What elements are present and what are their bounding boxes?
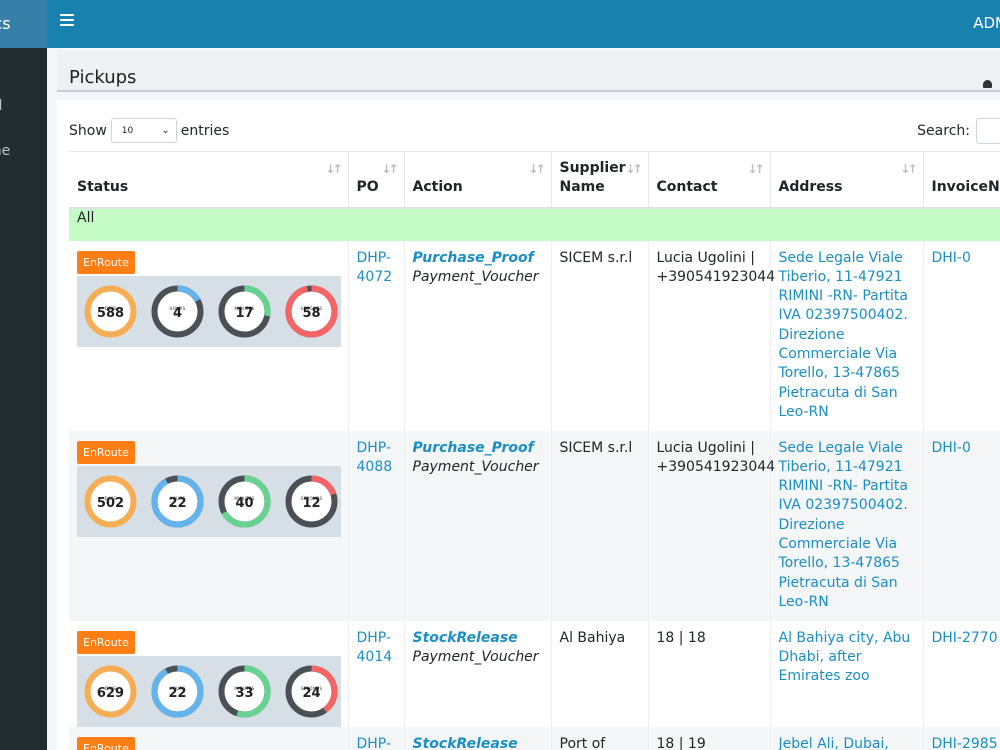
supplier-cell: SICEM s.r.l xyxy=(551,240,649,431)
minutes-dial: MINUTES 33 xyxy=(217,664,272,719)
supplier-cell: Port of xyxy=(551,726,649,750)
address-link[interactable]: Jebel Ali, Dubai, xyxy=(770,726,924,750)
action-link[interactable]: StockRelease xyxy=(412,735,518,750)
seconds-dial: SECONDS 12 xyxy=(284,474,339,529)
invoice-link[interactable]: DHI-2985 xyxy=(923,726,1000,750)
hours-dial: HOURS 4 xyxy=(150,284,205,339)
invoice-link[interactable]: DHI-0 xyxy=(923,430,1000,621)
sidebar: ics rd me xyxy=(0,0,47,750)
status-badge: EnRoute xyxy=(77,440,135,464)
contact-cell: 18 | 19 xyxy=(648,726,771,750)
show-label: Show xyxy=(69,122,107,139)
action-text: Payment_Voucher xyxy=(412,268,539,285)
address-link[interactable]: Al Bahiya city, Abu Dhabi, after Emirate… xyxy=(770,620,924,727)
column-header-action[interactable]: ↓↑ Action xyxy=(404,151,552,209)
status-badge: EnRoute xyxy=(77,630,135,654)
top-navbar: ADM xyxy=(47,0,1000,48)
page-title: Pickups xyxy=(69,67,137,88)
status-badge: EnRoute xyxy=(77,250,135,274)
hours-dial: HOURS 22 xyxy=(150,474,205,529)
sort-icon: ↓↑ xyxy=(528,162,545,176)
contact-cell: Lucia Ugolini | +390541923044 xyxy=(648,240,775,431)
content-area: Pickups Show 10 ⌄ entries Search: ↓↑ Stat… xyxy=(47,48,1000,750)
search-control: Search: xyxy=(917,118,1000,144)
status-cell: EnRoute DAYS 502 HOURS 22 MINUTES 40 SECOND… xyxy=(69,430,349,621)
table-row[interactable]: EnRoute DAYS 588 HOURS 4 MINUTES 17 SECONDS… xyxy=(69,240,1000,431)
group-row-label: All xyxy=(69,207,1000,241)
po-link[interactable]: DHP-4014 xyxy=(348,620,405,727)
action-link[interactable]: StockRelease xyxy=(412,629,518,646)
countdown-timer: DAYS 629 HOURS 22 MINUTES 33 SECONDS 24 xyxy=(77,655,341,727)
column-header-contact[interactable]: ↓↑ Contact xyxy=(648,151,771,209)
sidebar-item-home[interactable]: me xyxy=(0,143,11,159)
action-link[interactable]: Purchase_Proof xyxy=(412,249,534,266)
status-cell: EnRoute DAYS 629 HOURS 22 MINUTES 33 SECOND… xyxy=(69,620,349,727)
countdown-timer: DAYS 502 HOURS 22 MINUTES 40 SECONDS 12 xyxy=(77,465,341,537)
search-label: Search: xyxy=(917,123,970,139)
group-row-all[interactable]: All xyxy=(69,207,1000,241)
column-header-address[interactable]: ↓↑ Address xyxy=(770,151,924,209)
sort-icon: ↓↑ xyxy=(625,162,642,176)
contact-cell: 18 | 18 xyxy=(648,620,771,727)
days-dial: DAYS 588 xyxy=(83,284,138,339)
sort-icon: ↓↑ xyxy=(900,162,917,176)
supplier-cell: SICEM s.r.l xyxy=(551,430,649,621)
status-cell: EnRoute xyxy=(69,726,349,750)
seconds-dial: SECONDS 24 xyxy=(284,664,339,719)
action-link[interactable]: Purchase_Proof xyxy=(412,439,534,456)
dashboard-icon[interactable] xyxy=(983,80,992,88)
address-link[interactable]: Sede Legale Viale Tiberio, 11-47921 RIMI… xyxy=(770,430,924,621)
address-link[interactable]: Sede Legale Viale Tiberio, 11-47921 RIMI… xyxy=(770,240,924,431)
countdown-timer: DAYS 588 HOURS 4 MINUTES 17 SECONDS 58 xyxy=(77,275,341,347)
action-cell: Purchase_Proof Payment_Voucher xyxy=(404,430,552,621)
sort-icon: ↓↑ xyxy=(747,162,764,176)
seconds-dial: SECONDS 58 xyxy=(284,284,339,339)
length-control: Show 10 ⌄ entries xyxy=(69,118,229,143)
sidebar-item-dashboard[interactable]: rd xyxy=(0,98,2,114)
invoice-link[interactable]: DHI-2770 xyxy=(923,620,1000,727)
column-header-status[interactable]: ↓↑ Status xyxy=(69,151,349,209)
minutes-dial: MINUTES 17 xyxy=(217,284,272,339)
entries-select[interactable]: 10 ⌄ xyxy=(110,118,177,143)
action-text: Payment_Voucher xyxy=(412,458,539,475)
table-row[interactable]: EnRoute DHP- StockRelease Port of 18 | 1… xyxy=(69,726,1000,750)
page-header: Pickups xyxy=(57,50,1000,92)
po-link[interactable]: DHP-4072 xyxy=(348,240,405,431)
table-scroll[interactable]: ↓↑ Status ↓↑ PO ↓↑ Action ↓↑ Supplier Name ↓… xyxy=(69,151,1000,750)
status-badge: EnRoute xyxy=(77,736,135,750)
action-cell: Purchase_Proof Payment_Voucher xyxy=(404,240,552,431)
sort-icon: ↓↑ xyxy=(325,162,342,176)
sidebar-brand[interactable]: ics xyxy=(0,0,47,48)
po-link[interactable]: DHP- xyxy=(348,726,405,750)
status-cell: EnRoute DAYS 588 HOURS 4 MINUTES 17 SECONDS… xyxy=(69,240,349,431)
column-header-po[interactable]: ↓↑ PO xyxy=(348,151,405,209)
sort-icon: ↓↑ xyxy=(381,162,398,176)
search-input[interactable] xyxy=(976,118,1000,144)
table-row[interactable]: EnRoute DAYS 629 HOURS 22 MINUTES 33 SECOND… xyxy=(69,620,1000,727)
hours-dial: HOURS 22 xyxy=(150,664,205,719)
po-link[interactable]: DHP-4088 xyxy=(348,430,405,621)
chevron-down-icon: ⌄ xyxy=(161,125,170,136)
action-text: Payment_Voucher xyxy=(412,648,539,665)
days-dial: DAYS 629 xyxy=(83,664,138,719)
action-cell: StockRelease xyxy=(404,726,552,750)
user-menu[interactable]: ADM xyxy=(973,14,1000,32)
invoice-link[interactable]: DHI-0 xyxy=(923,240,1000,431)
contact-cell: Lucia Ugolini | +390541923044 xyxy=(648,430,775,621)
table-header-row: ↓↑ Status ↓↑ PO ↓↑ Action ↓↑ Supplier Name ↓… xyxy=(69,151,1000,209)
table-row[interactable]: EnRoute DAYS 502 HOURS 22 MINUTES 40 SECOND… xyxy=(69,430,1000,621)
supplier-cell: Al Bahiya xyxy=(551,620,649,727)
column-header-supplier[interactable]: ↓↑ Supplier Name xyxy=(551,151,649,209)
column-header-invoice[interactable]: InvoiceN xyxy=(923,151,1000,209)
action-cell: StockRelease Payment_Voucher xyxy=(404,620,552,727)
pickups-table: ↓↑ Status ↓↑ PO ↓↑ Action ↓↑ Supplier Name ↓… xyxy=(69,151,1000,750)
minutes-dial: MINUTES 40 xyxy=(217,474,272,529)
days-dial: DAYS 502 xyxy=(83,474,138,529)
menu-toggle-icon[interactable] xyxy=(60,14,74,28)
entries-label: entries xyxy=(180,122,230,139)
entries-select-value: 10 xyxy=(121,125,134,136)
